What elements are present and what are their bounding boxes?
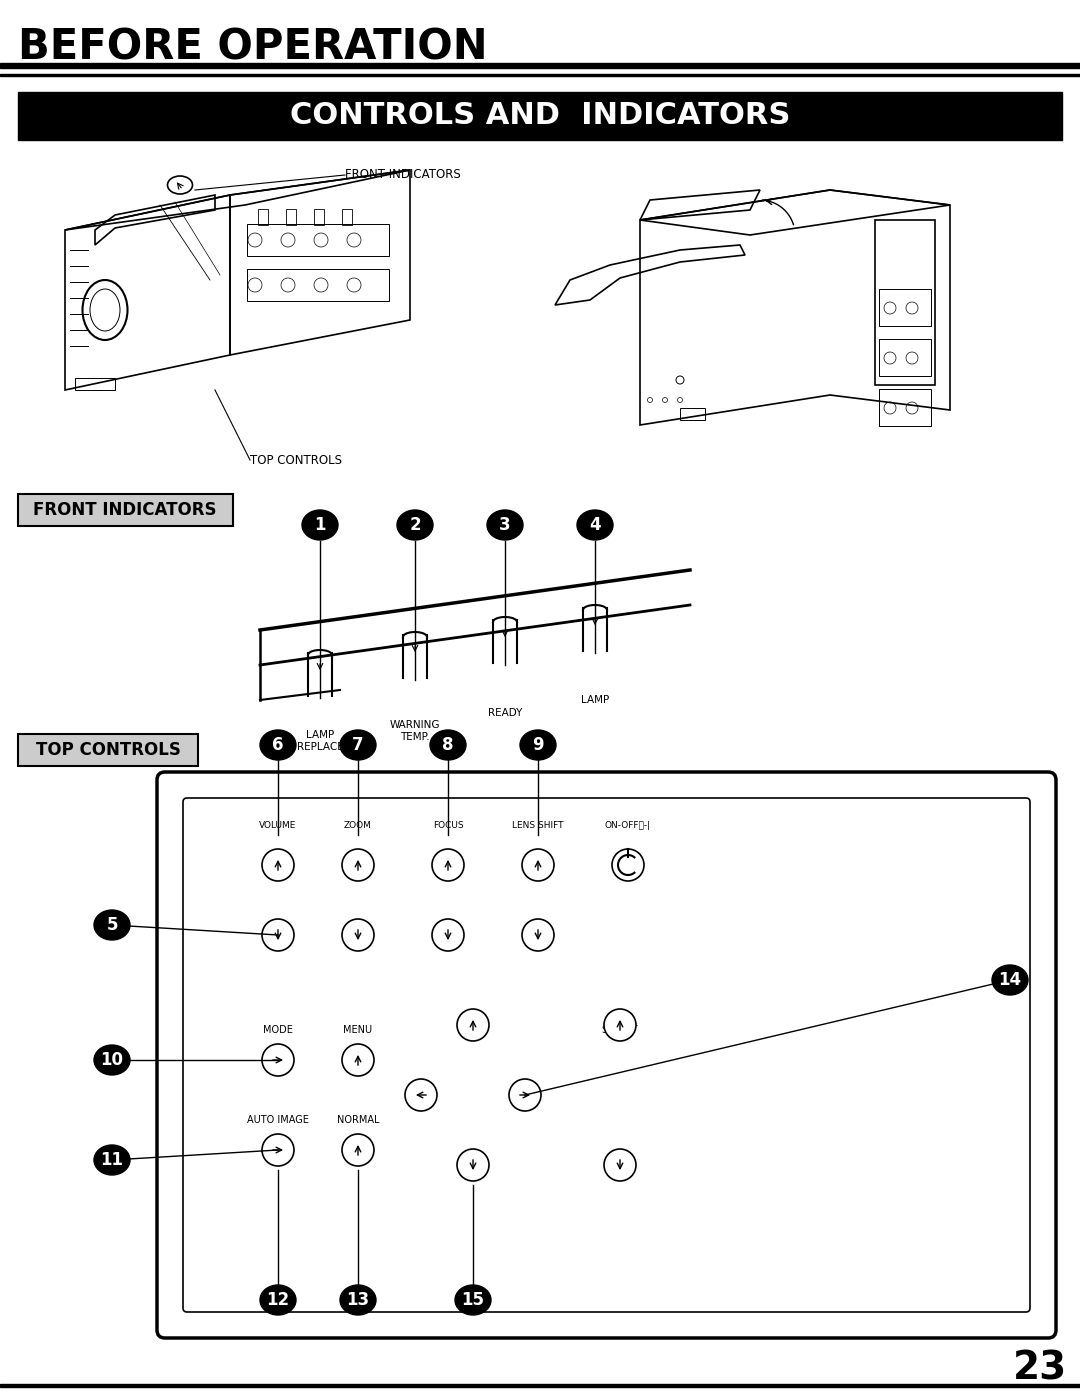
Ellipse shape bbox=[342, 849, 374, 882]
Text: FRONT INDICATORS: FRONT INDICATORS bbox=[345, 169, 461, 182]
Bar bbox=[0, 63, 1080, 68]
Text: BEFORE OPERATION: BEFORE OPERATION bbox=[18, 27, 488, 68]
Ellipse shape bbox=[262, 919, 294, 951]
Text: 13: 13 bbox=[347, 1291, 369, 1309]
Ellipse shape bbox=[519, 731, 556, 760]
Text: READY: READY bbox=[488, 708, 523, 718]
Text: NORMAL: NORMAL bbox=[337, 1115, 379, 1125]
Text: 2: 2 bbox=[409, 515, 421, 534]
Bar bbox=[680, 408, 705, 420]
Bar bbox=[75, 379, 114, 390]
Ellipse shape bbox=[262, 1044, 294, 1076]
Ellipse shape bbox=[340, 731, 376, 760]
Text: MODE: MODE bbox=[264, 1025, 293, 1035]
Bar bbox=[18, 733, 198, 766]
FancyBboxPatch shape bbox=[183, 798, 1030, 1312]
Text: LAMP
REPLACE: LAMP REPLACE bbox=[297, 731, 343, 753]
Text: VOLUME: VOLUME bbox=[259, 820, 297, 830]
Bar bbox=[0, 74, 1080, 75]
Bar bbox=[314, 210, 324, 225]
Text: MENU: MENU bbox=[343, 1025, 373, 1035]
Text: 12: 12 bbox=[267, 1291, 289, 1309]
Text: 6: 6 bbox=[272, 736, 284, 754]
Bar bbox=[258, 210, 268, 225]
Ellipse shape bbox=[302, 510, 338, 541]
Ellipse shape bbox=[342, 1134, 374, 1166]
Bar bbox=[286, 210, 296, 225]
Text: 23: 23 bbox=[1013, 1350, 1067, 1387]
Text: 11: 11 bbox=[100, 1151, 123, 1169]
Ellipse shape bbox=[577, 510, 613, 541]
Bar bbox=[875, 219, 935, 386]
Text: CONTROLS AND  INDICATORS: CONTROLS AND INDICATORS bbox=[289, 102, 791, 130]
Text: LENS SHIFT: LENS SHIFT bbox=[512, 820, 564, 830]
Ellipse shape bbox=[397, 510, 433, 541]
Ellipse shape bbox=[612, 849, 644, 882]
FancyBboxPatch shape bbox=[157, 773, 1056, 1338]
Ellipse shape bbox=[405, 1078, 437, 1111]
Text: 9: 9 bbox=[532, 736, 544, 754]
Text: FRONT INDICATORS: FRONT INDICATORS bbox=[33, 502, 217, 520]
Text: 8: 8 bbox=[442, 736, 454, 754]
Bar bbox=[342, 210, 352, 225]
Text: ZOOM: ZOOM bbox=[345, 820, 372, 830]
Text: 3: 3 bbox=[499, 515, 511, 534]
Ellipse shape bbox=[94, 1146, 130, 1175]
Ellipse shape bbox=[262, 1134, 294, 1166]
Ellipse shape bbox=[432, 849, 464, 882]
Ellipse shape bbox=[262, 849, 294, 882]
Text: FOCUS: FOCUS bbox=[433, 820, 463, 830]
Text: AUTO IMAGE: AUTO IMAGE bbox=[247, 1115, 309, 1125]
Ellipse shape bbox=[94, 1045, 130, 1076]
Ellipse shape bbox=[993, 965, 1028, 995]
Text: 10: 10 bbox=[100, 1051, 123, 1069]
Ellipse shape bbox=[455, 1285, 491, 1315]
Text: 5: 5 bbox=[106, 916, 118, 935]
Ellipse shape bbox=[94, 909, 130, 940]
Ellipse shape bbox=[522, 919, 554, 951]
Text: 7: 7 bbox=[352, 736, 364, 754]
Ellipse shape bbox=[342, 919, 374, 951]
Ellipse shape bbox=[457, 1009, 489, 1041]
Bar bbox=[18, 92, 1062, 140]
Ellipse shape bbox=[342, 1044, 374, 1076]
Ellipse shape bbox=[487, 510, 523, 541]
Text: LAMP: LAMP bbox=[581, 694, 609, 705]
Ellipse shape bbox=[604, 1009, 636, 1041]
Ellipse shape bbox=[432, 919, 464, 951]
Text: SELECT: SELECT bbox=[602, 1025, 638, 1035]
Text: 4: 4 bbox=[590, 515, 600, 534]
Ellipse shape bbox=[509, 1078, 541, 1111]
Ellipse shape bbox=[430, 731, 465, 760]
Bar bbox=[0, 1383, 1080, 1387]
Ellipse shape bbox=[260, 1285, 296, 1315]
Text: ON-OFF⏻-|: ON-OFF⏻-| bbox=[605, 820, 651, 830]
Ellipse shape bbox=[522, 849, 554, 882]
Ellipse shape bbox=[604, 1148, 636, 1180]
Text: TOP CONTROLS: TOP CONTROLS bbox=[36, 740, 180, 759]
Ellipse shape bbox=[457, 1148, 489, 1180]
Text: 1: 1 bbox=[314, 515, 326, 534]
Text: WARNING
TEMP.: WARNING TEMP. bbox=[390, 719, 441, 742]
Text: 14: 14 bbox=[998, 971, 1022, 989]
Text: TOP CONTROLS: TOP CONTROLS bbox=[249, 454, 342, 467]
Ellipse shape bbox=[260, 731, 296, 760]
Ellipse shape bbox=[340, 1285, 376, 1315]
Text: 15: 15 bbox=[461, 1291, 485, 1309]
Bar bbox=[18, 495, 233, 527]
